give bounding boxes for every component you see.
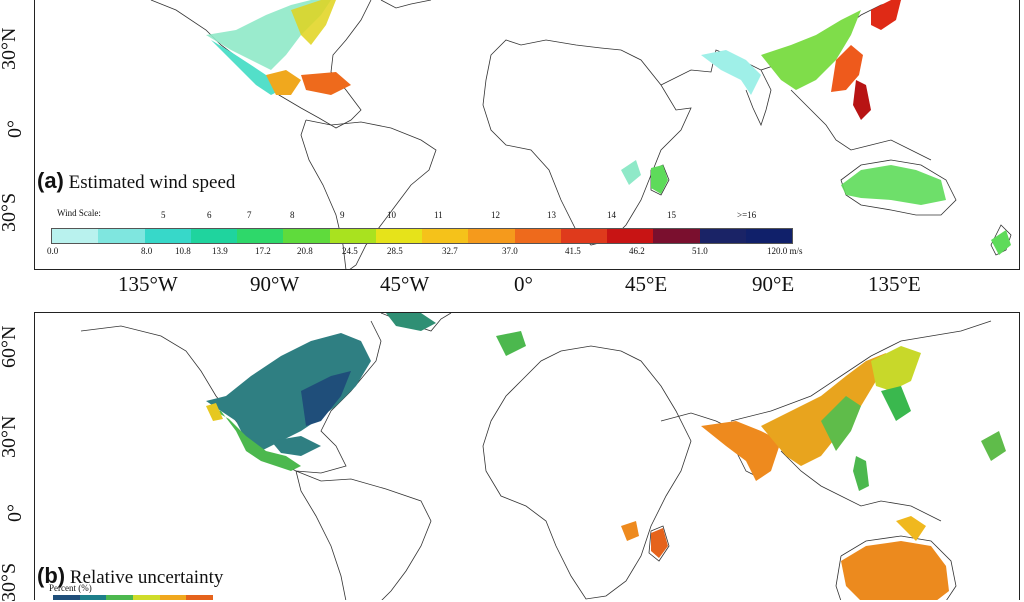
lat-label-0: 0° [4, 120, 26, 138]
wind-scale-bottom-tick: 20.8 [297, 246, 313, 256]
lon-label-90w: 90°W [250, 272, 300, 296]
wind-scale-swatch [98, 229, 145, 243]
wind-scale-bottom-tick: 10.8 [175, 246, 191, 256]
wind-scale-bottom-tick: 24.5 [342, 246, 358, 256]
wind-scale-label: Wind Scale: [57, 208, 101, 218]
wind-scale-swatch [329, 229, 376, 243]
wind-scale-swatch [375, 229, 422, 243]
wind-scale-swatch [514, 229, 561, 243]
panel-b-relative-uncertainty: 60°N 30°N 0° 30°S [0, 290, 1024, 602]
wind-scale-swatch [52, 229, 99, 243]
wind-scale-top-tick: 13 [547, 210, 556, 220]
world-map-b [80, 313, 1006, 600]
lon-label-0: 0° [514, 272, 533, 296]
wind-scale-swatch [560, 229, 607, 243]
wind-scale-top-tick: >=16 [737, 210, 757, 220]
lon-label-135w: 135°W [118, 272, 178, 296]
world-map-a [150, 0, 1012, 269]
lon-label-90e: 90°E [752, 272, 795, 296]
wind-scale-swatch [283, 229, 330, 243]
wind-scale-bottom-tick: 41.5 [565, 246, 581, 256]
wind-scale-bottom-tick: 37.0 [502, 246, 518, 256]
lat-label-30n-b: 30°N [0, 415, 20, 458]
percent-scale-swatch [106, 595, 134, 600]
wind-scale-top-tick: 15 [667, 210, 676, 220]
wind-scale-bottom-tick: 120.0 m/s [767, 246, 803, 256]
wind-scale-bottom-tick: 32.7 [442, 246, 458, 256]
panel-a-estimated-wind-speed: 30°N 0° 30°S [0, 0, 1024, 296]
wind-scale-swatch [144, 229, 191, 243]
lat-label-60n-b: 60°N [0, 325, 20, 368]
percent-scale-swatch [53, 595, 80, 600]
wind-scale-swatch [237, 229, 284, 243]
percent-scale-swatch [79, 595, 107, 600]
wind-scale-top-tick: 7 [247, 210, 252, 220]
lon-label-45e: 45°E [625, 272, 668, 296]
panel-b-letter: (b) [37, 563, 66, 588]
wind-scale-bottom-tick: 46.2 [629, 246, 645, 256]
wind-scale-swatch [190, 229, 237, 243]
uncertainty-bands [206, 313, 1006, 600]
percent-scale-swatch [133, 595, 160, 600]
percent-scale-colorbar [53, 595, 214, 600]
wind-scale-bottom-tick: 17.2 [255, 246, 271, 256]
percent-scale-legend: Percent (%) [49, 583, 229, 600]
lat-label-30s-b: 30°S [0, 562, 20, 602]
wind-scale-top-tick: 11 [434, 210, 443, 220]
panel-a-letter: (a) [37, 168, 64, 193]
wind-scale-top-tick: 10 [387, 210, 396, 220]
wind-scale-colorbar [51, 228, 793, 244]
lon-label-45w: 45°W [380, 272, 430, 296]
lat-label-30n: 30°N [0, 27, 20, 70]
percent-scale-swatch [159, 595, 187, 600]
wind-scale-bottom-tick: 13.9 [212, 246, 228, 256]
wind-scale-swatch [422, 229, 469, 243]
wind-scale-swatch [699, 229, 746, 243]
lat-label-0-b: 0° [4, 504, 26, 522]
wind-scale-top-tick: 8 [290, 210, 295, 220]
wind-scale-top-tick: 14 [607, 210, 616, 220]
panel-a-title-text: Estimated wind speed [68, 172, 236, 193]
wind-scale-swatch [607, 229, 654, 243]
map-frame-b: (b) Relative uncertainty Percent (%) [34, 312, 1020, 600]
panel-b-title: (b) Relative uncertainty [37, 563, 223, 589]
wind-scale-bottom-tick: 0.0 [47, 246, 59, 256]
percent-scale-swatch [186, 595, 214, 600]
map-frame-a: (a) Estimated wind speed Wind Scale: 5 6 7… [34, 0, 1020, 270]
wind-scale-bottom-tick: 51.0 [692, 246, 708, 256]
wind-scale-swatch [745, 229, 792, 243]
panel-a-title: (a) Estimated wind speed [37, 168, 235, 194]
wind-scale-swatch [653, 229, 700, 243]
wind-scale-top-tick: 12 [491, 210, 500, 220]
panel-b-title-text: Relative uncertainty [69, 567, 224, 588]
wind-scale-top-tick: 9 [340, 210, 345, 220]
percent-scale-label: Percent (%) [49, 583, 92, 593]
lon-label-135e: 135°E [868, 272, 921, 296]
wind-scale-legend: Wind Scale: 5 6 7 8 9 10 11 12 13 14 15 >=16 0.0 8.0… [47, 206, 807, 266]
wind-scale-top-tick: 6 [207, 210, 212, 220]
wind-scale-bottom-tick: 8.0 [141, 246, 153, 256]
wind-scale-swatch [468, 229, 515, 243]
wind-scale-top-tick: 5 [161, 210, 166, 220]
wind-speed-bands [206, 0, 1011, 255]
wind-scale-bottom-tick: 28.5 [387, 246, 403, 256]
lat-label-30s: 30°S [0, 192, 20, 232]
